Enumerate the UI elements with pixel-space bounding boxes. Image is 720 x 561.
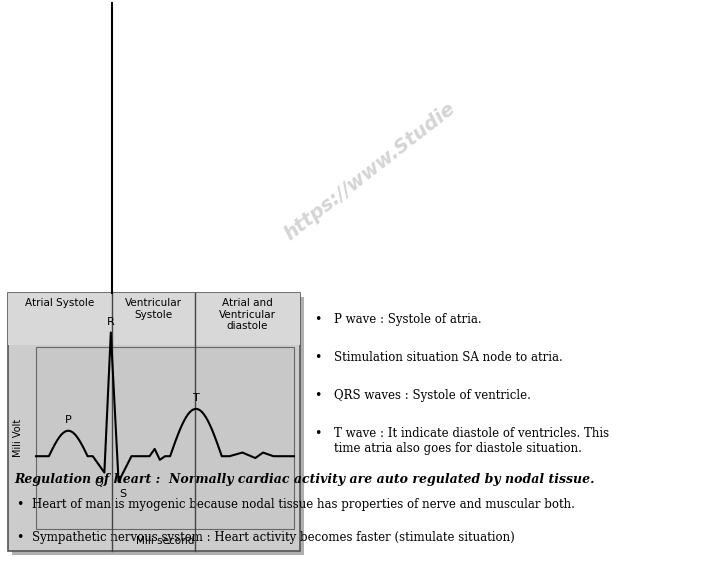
Text: Ventricular
Systole: Ventricular Systole [125, 298, 182, 320]
Text: Stimulation situation SA node to atria.: Stimulation situation SA node to atria. [334, 351, 563, 364]
Bar [8, 293, 300, 551]
Text: •: • [315, 313, 322, 326]
Text: S: S [119, 489, 126, 499]
Text: Mili second: Mili second [136, 536, 194, 546]
Text: T wave : It indicate diastole of ventricles. This
time atria also goes for diast: T wave : It indicate diastole of ventric… [334, 427, 609, 455]
Text: https://www.Studie: https://www.Studie [281, 98, 459, 243]
Text: P wave : Systole of atria.: P wave : Systole of atria. [334, 313, 482, 326]
Text: Q: Q [95, 478, 104, 488]
Text: •: • [315, 351, 322, 364]
Text: Heart of man is myogenic because nodal tissue has properties of nerve and muscul: Heart of man is myogenic because nodal t… [32, 498, 575, 511]
Text: QRS waves : Systole of ventricle.: QRS waves : Systole of ventricle. [334, 389, 531, 402]
Text: T: T [192, 393, 199, 403]
Text: Atrial Systole: Atrial Systole [25, 298, 94, 308]
Text: Sympathetic nervous system : Heart activity becomes faster (stimulate situation): Sympathetic nervous system : Heart activ… [32, 531, 515, 544]
Text: •: • [315, 389, 322, 402]
Text: R: R [107, 317, 114, 327]
Text: •: • [16, 498, 23, 511]
Text: •: • [315, 427, 322, 440]
Text: Regulation of heart :  Normally cardiac activity are auto regulated by nodal tis: Regulation of heart : Normally cardiac a… [14, 473, 595, 486]
Text: P: P [65, 415, 71, 425]
Text: Mili Volt: Mili Volt [13, 419, 23, 457]
Text: •: • [16, 531, 23, 544]
Bar [12, 297, 304, 555]
Bar [36, 347, 294, 529]
Text: Atrial and
Ventricular
diastole: Atrial and Ventricular diastole [219, 298, 276, 331]
Bar [8, 293, 300, 345]
